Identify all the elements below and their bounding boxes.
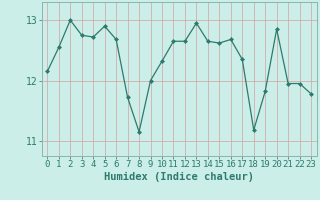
- X-axis label: Humidex (Indice chaleur): Humidex (Indice chaleur): [104, 172, 254, 182]
